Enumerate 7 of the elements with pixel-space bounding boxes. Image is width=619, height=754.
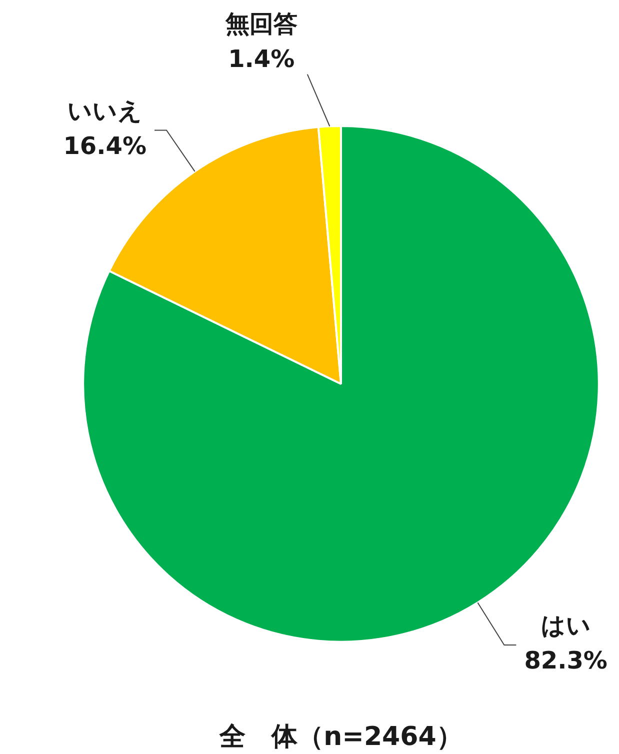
slice-label: はい [540,612,591,640]
slice-label: 無回答 [224,10,298,38]
slice-label: いいえ [67,96,142,125]
data-label: 82.3% [524,646,608,675]
data-label: 16.4% [63,132,146,160]
data-label: 1.4% [228,45,295,74]
text: 全 体（n=2464） [218,722,462,752]
